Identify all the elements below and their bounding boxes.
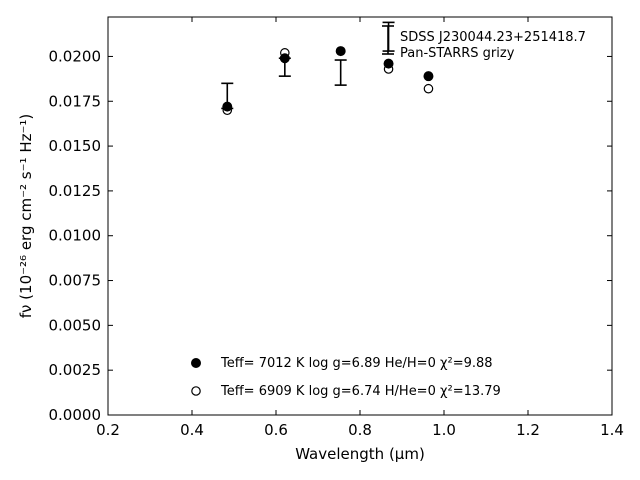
model-1-point — [222, 101, 233, 112]
annotation-object-name: SDSS J230044.23+251418.7 — [400, 30, 586, 45]
x-tick-label: 1.4 — [600, 421, 624, 439]
legend-marker-filled — [191, 358, 201, 368]
y-tick-label: 0.0200 — [49, 47, 102, 65]
model-2-point — [423, 83, 434, 94]
x-tick-label: 0.8 — [348, 421, 372, 439]
legend-marker-open — [191, 386, 201, 396]
model-1-point — [279, 53, 290, 64]
legend: Teff= 7012 K log g=6.89 He/H=0 χ²=9.88 T… — [191, 356, 501, 399]
y-tick-label: 0.0175 — [49, 92, 102, 110]
y-tick-label: 0.0025 — [49, 361, 102, 379]
y-tick-label: 0.0050 — [49, 316, 102, 334]
x-tick-label: 0.6 — [264, 421, 288, 439]
y-tick-label: 0.0000 — [49, 406, 102, 424]
y-axis-label: fν (10⁻²⁶ erg cm⁻² s⁻¹ Hz⁻¹) — [17, 114, 35, 319]
y-tick-label: 0.0100 — [49, 227, 102, 245]
annotation: SDSS J230044.23+251418.7 Pan-STARRS griz… — [382, 25, 586, 61]
legend-label-model-1: Teff= 7012 K log g=6.89 He/H=0 χ²=9.88 — [220, 356, 493, 371]
x-tick-label: 1.0 — [432, 421, 456, 439]
y-tick-label: 0.0150 — [49, 137, 102, 155]
model-1-point — [383, 58, 394, 69]
annotation-survey: Pan-STARRS grizy — [400, 46, 515, 61]
y-tick-label: 0.0075 — [49, 272, 102, 290]
x-tick-label: 1.2 — [516, 421, 540, 439]
model-1-point — [335, 46, 346, 57]
model-1-point — [423, 71, 434, 82]
axis-ticks: 0.2 0.4 0.6 0.8 1.0 1.2 1.4 0.0000 0.0025 0.0050 0… — [49, 17, 624, 439]
x-tick-label: 0.2 — [96, 421, 120, 439]
x-axis-label: Wavelength (μm) — [295, 445, 425, 463]
legend-label-model-2: Teff= 6909 K log g=6.74 H/He=0 χ²=13.79 — [220, 384, 501, 399]
y-tick-label: 0.0125 — [49, 182, 102, 200]
x-tick-label: 0.4 — [180, 421, 204, 439]
